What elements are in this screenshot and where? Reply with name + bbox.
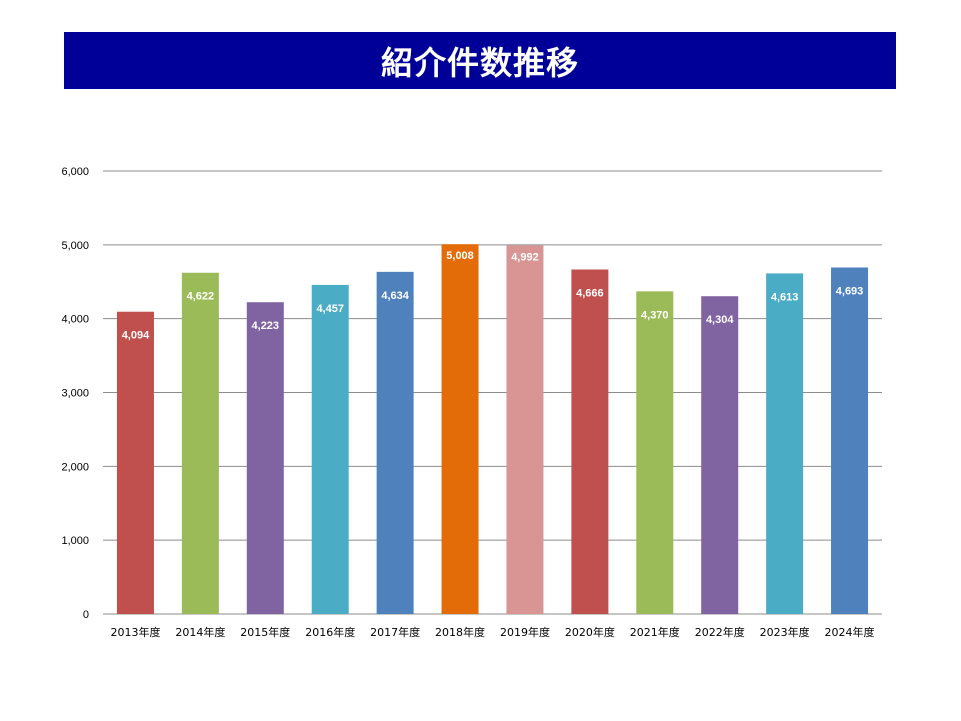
x-tick-label: 2023年度 xyxy=(760,625,810,639)
bar xyxy=(246,302,284,614)
bar xyxy=(571,269,609,614)
data-label: 4,622 xyxy=(187,291,215,303)
bar xyxy=(181,272,219,614)
x-tick-label: 2021年度 xyxy=(630,625,680,639)
y-tick-label: 2,000 xyxy=(61,461,89,473)
data-label: 4,693 xyxy=(836,286,864,298)
bar xyxy=(636,291,674,614)
x-tick-label: 2018年度 xyxy=(435,625,485,639)
bar xyxy=(376,271,414,614)
y-tick-label: 5,000 xyxy=(61,240,89,252)
y-tick-label: 0 xyxy=(83,609,89,621)
y-tick-label: 6,000 xyxy=(61,166,89,178)
y-tick-label: 3,000 xyxy=(61,388,89,400)
data-label: 4,992 xyxy=(511,251,539,263)
x-tick-label: 2016年度 xyxy=(305,625,355,639)
bar xyxy=(441,244,479,614)
data-label: 4,223 xyxy=(252,320,280,332)
data-label: 4,304 xyxy=(706,314,734,326)
y-tick-label: 1,000 xyxy=(61,535,89,547)
data-label: 4,457 xyxy=(316,303,344,315)
x-tick-label: 2017年度 xyxy=(370,625,420,639)
x-tick-label: 2022年度 xyxy=(695,625,745,639)
bar xyxy=(116,311,154,614)
x-tick-label: 2020年度 xyxy=(565,625,615,639)
data-label: 4,613 xyxy=(771,291,799,303)
x-tick-label: 2024年度 xyxy=(825,625,875,639)
data-label: 4,666 xyxy=(576,287,604,299)
x-tick-label: 2014年度 xyxy=(175,625,225,639)
bar xyxy=(506,245,544,614)
bar xyxy=(831,267,869,614)
data-label: 4,634 xyxy=(381,290,409,302)
x-tick-label: 2019年度 xyxy=(500,625,550,639)
data-label: 4,370 xyxy=(641,309,669,321)
bar xyxy=(766,273,804,614)
x-tick-label: 2015年度 xyxy=(240,625,290,639)
bar xyxy=(701,296,739,614)
bar xyxy=(311,284,349,614)
y-tick-label: 4,000 xyxy=(61,314,89,326)
chart-title: 紹介件数推移 xyxy=(64,32,896,89)
data-label: 4,094 xyxy=(122,330,150,342)
data-label: 5,008 xyxy=(446,250,474,262)
x-tick-label: 2013年度 xyxy=(110,625,160,639)
